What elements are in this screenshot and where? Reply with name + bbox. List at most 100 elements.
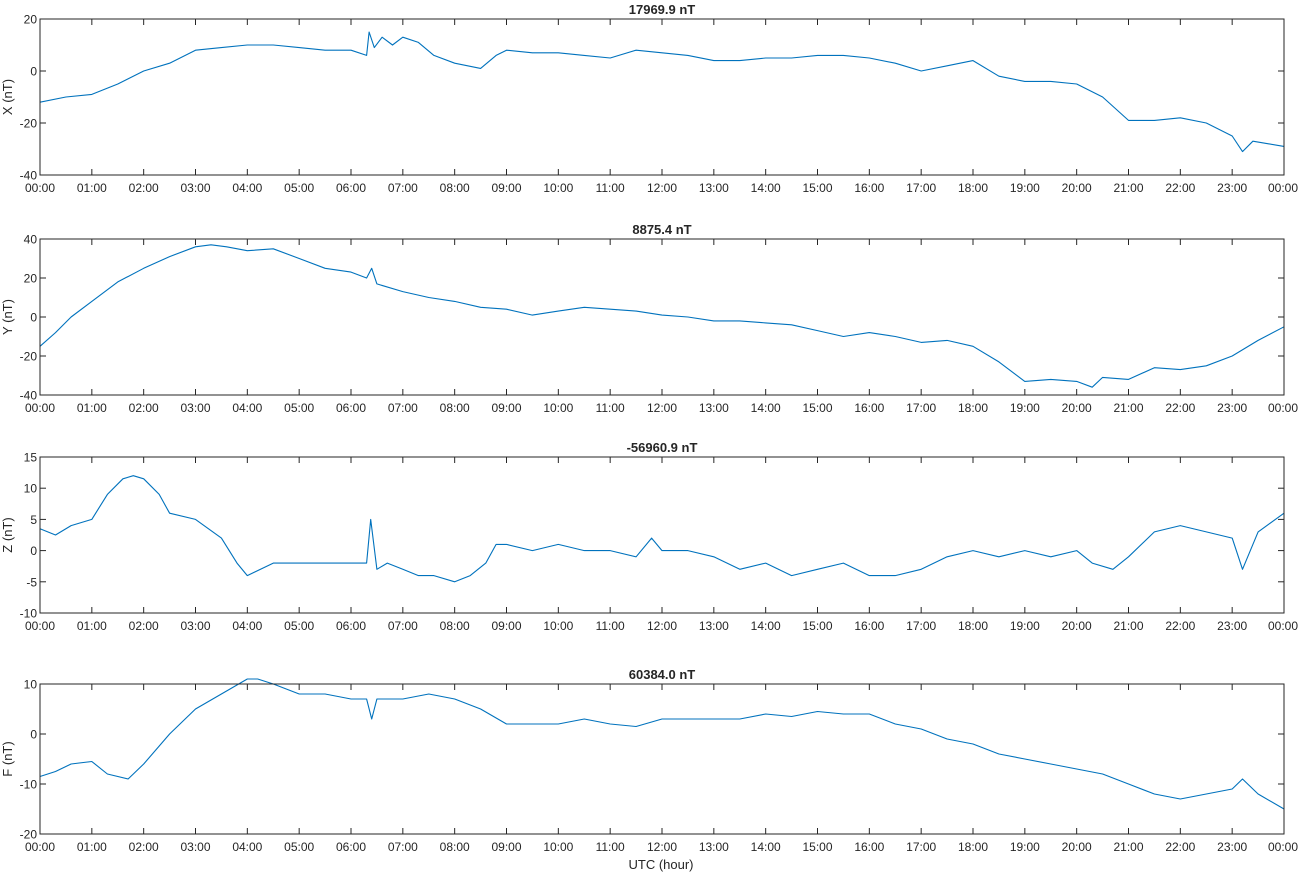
x-tick-label: 16:00 (854, 619, 884, 633)
y-tick-label: 0 (30, 311, 37, 325)
x-tick-label: 09:00 (491, 840, 521, 854)
x-tick-label: 14:00 (751, 401, 781, 415)
x-tick-label: 01:00 (77, 181, 107, 195)
x-tick-label: 16:00 (854, 181, 884, 195)
x-tick-label: 03:00 (180, 619, 210, 633)
x-tick-label: 08:00 (440, 401, 470, 415)
x-tick-label: 12:00 (647, 840, 677, 854)
x-tick-label: 15:00 (802, 181, 832, 195)
x-tick-label: 10:00 (543, 840, 573, 854)
x-tick-label: 15:00 (802, 619, 832, 633)
x-tick-label: 23:00 (1217, 401, 1247, 415)
y-tick-label: 10 (24, 482, 38, 496)
chart-panel-z: -56960.9 nT Z (nT) -10 -5 0 5 10 15 00:00 01:00 02… (0, 440, 1298, 633)
x-tick-label: 08:00 (440, 181, 470, 195)
chart-title: 60384.0 nT (629, 667, 696, 682)
x-tick-label: 17:00 (906, 401, 936, 415)
x-tick-label: 07:00 (388, 840, 418, 854)
x-tick-label: 17:00 (906, 619, 936, 633)
y-tick-label: 20 (24, 272, 38, 286)
chart-panel-y: 8875.4 nT Y (nT) -40 -20 0 20 40 00:00 01:00 02:0… (0, 222, 1298, 415)
x-tick-label: 17:00 (906, 840, 936, 854)
x-tick-label: 00:00 (1268, 619, 1298, 633)
plot-frame (39, 18, 1285, 176)
x-tick-label: 22:00 (1165, 840, 1195, 854)
series-line (39, 475, 1285, 583)
x-tick-label: 05:00 (284, 619, 314, 633)
x-tick-label: 07:00 (388, 401, 418, 415)
x-tick-label: 16:00 (854, 840, 884, 854)
x-tick-label: 21:00 (1113, 840, 1143, 854)
x-tick-label: 00:00 (25, 181, 55, 195)
x-tick-label: 19:00 (1010, 840, 1040, 854)
x-tick-label: 02:00 (129, 401, 159, 415)
x-tick-label: 23:00 (1217, 619, 1247, 633)
y-tick-label: -40 (20, 169, 38, 183)
x-tick-label: 20:00 (1062, 619, 1092, 633)
x-tick-label: 18:00 (958, 181, 988, 195)
x-tick-label: 09:00 (491, 181, 521, 195)
x-tick-label: 13:00 (699, 619, 729, 633)
x-tick-label: 18:00 (958, 401, 988, 415)
x-tick-label: 18:00 (958, 840, 988, 854)
y-tick-label: 0 (30, 544, 37, 558)
x-tick-label: 22:00 (1165, 401, 1195, 415)
y-tick-label: 40 (24, 233, 38, 247)
x-tick-label: 13:00 (699, 181, 729, 195)
x-tick-label: 15:00 (802, 401, 832, 415)
x-tick-label: 01:00 (77, 401, 107, 415)
x-tick-label: 23:00 (1217, 840, 1247, 854)
x-tick-label: 15:00 (802, 840, 832, 854)
x-tick-label: 11:00 (596, 619, 625, 633)
y-tick-label: -40 (20, 389, 38, 403)
x-tick-label: 00:00 (25, 619, 55, 633)
x-tick-label: 08:00 (440, 619, 470, 633)
x-tick-label: 22:00 (1165, 619, 1195, 633)
x-tick-label: 00:00 (25, 840, 55, 854)
x-tick-label: 04:00 (232, 401, 262, 415)
x-tick-label: 11:00 (596, 840, 625, 854)
x-tick-label: 11:00 (596, 181, 625, 195)
y-tick-label: 5 (30, 513, 37, 527)
y-axis-label: Z (nT) (0, 517, 15, 552)
series-line (39, 31, 1285, 153)
x-tick-label: 06:00 (336, 401, 366, 415)
x-tick-label: 08:00 (440, 840, 470, 854)
x-tick-label: 06:00 (336, 840, 366, 854)
x-tick-label: 03:00 (180, 840, 210, 854)
x-tick-label: 01:00 (77, 840, 107, 854)
panels: 17969.9 nT X (nT) -40 -20 0 20 00:00 01:00 02:00… (0, 2, 1298, 854)
chart-title: -56960.9 nT (627, 440, 698, 455)
x-tick-label: 20:00 (1062, 181, 1092, 195)
x-tick-label: 19:00 (1010, 401, 1040, 415)
x-tick-label: 09:00 (491, 401, 521, 415)
x-tick-label: 04:00 (232, 840, 262, 854)
x-tick-label: 20:00 (1062, 840, 1092, 854)
x-tick-label: 14:00 (751, 619, 781, 633)
chart-panel-f: 60384.0 nT F (nT) -20 -10 0 10 00:00 01:00 02:00… (0, 667, 1298, 854)
x-tick-label: 00:00 (1268, 840, 1298, 854)
x-tick-label: 06:00 (336, 619, 366, 633)
x-tick-label: 07:00 (388, 619, 418, 633)
x-tick-label: 04:00 (232, 181, 262, 195)
x-tick-label: 02:00 (129, 619, 159, 633)
x-tick-label: 00:00 (1268, 181, 1298, 195)
x-tick-label: 03:00 (180, 181, 210, 195)
y-tick-label: 20 (24, 13, 38, 27)
y-tick-label: -20 (20, 350, 38, 364)
y-axis-label: Y (nT) (0, 299, 15, 335)
y-tick-label: -20 (20, 828, 38, 842)
x-tick-label: 10:00 (543, 619, 573, 633)
plot-frame (39, 456, 1285, 614)
y-tick-label: 0 (30, 728, 37, 742)
x-tick-label: 04:00 (232, 619, 262, 633)
x-tick-label: 02:00 (129, 840, 159, 854)
x-tick-label: 13:00 (699, 840, 729, 854)
x-tick-label: 16:00 (854, 401, 884, 415)
x-tick-label: 19:00 (1010, 619, 1040, 633)
x-tick-label: 21:00 (1113, 401, 1143, 415)
y-axis-label: X (nT) (0, 79, 15, 115)
x-tick-label: 17:00 (906, 181, 936, 195)
y-tick-label: 10 (24, 678, 38, 692)
